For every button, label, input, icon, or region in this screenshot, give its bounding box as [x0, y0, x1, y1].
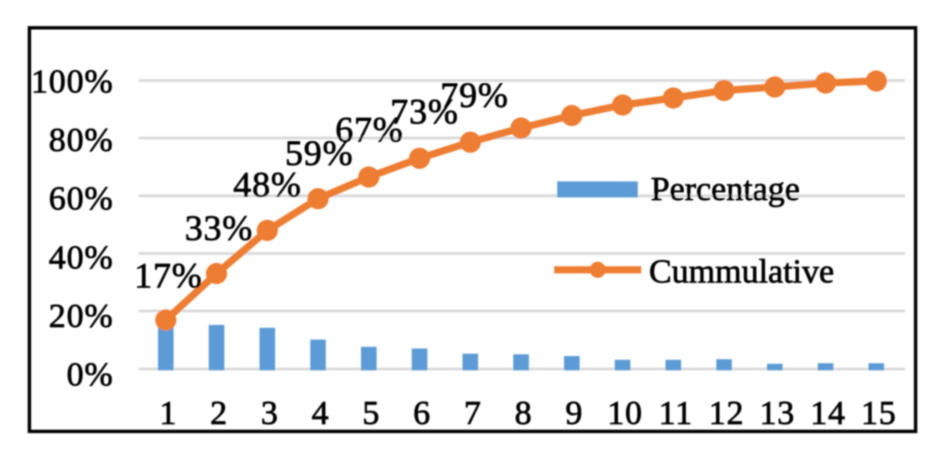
- svg-text:20%: 20%: [49, 298, 114, 335]
- svg-text:80%: 80%: [49, 122, 114, 159]
- svg-text:12: 12: [709, 395, 745, 432]
- svg-text:6: 6: [413, 395, 431, 432]
- svg-text:1: 1: [159, 395, 177, 432]
- svg-text:13: 13: [759, 395, 795, 432]
- svg-text:8: 8: [515, 395, 533, 432]
- svg-text:0%: 0%: [67, 357, 114, 394]
- svg-text:Percentage: Percentage: [651, 171, 800, 208]
- svg-text:15: 15: [861, 395, 897, 432]
- svg-text:11: 11: [659, 395, 693, 432]
- svg-text:4: 4: [312, 395, 330, 432]
- svg-text:79%: 79%: [440, 75, 508, 115]
- svg-text:14: 14: [810, 395, 846, 432]
- svg-text:59%: 59%: [285, 133, 353, 173]
- svg-text:9: 9: [565, 395, 583, 432]
- svg-text:33%: 33%: [185, 208, 253, 248]
- svg-text:48%: 48%: [233, 165, 301, 205]
- svg-text:100%: 100%: [31, 64, 114, 101]
- svg-text:7: 7: [464, 395, 482, 432]
- svg-text:73%: 73%: [390, 91, 458, 131]
- svg-text:10: 10: [607, 395, 643, 432]
- svg-text:67%: 67%: [335, 110, 403, 150]
- svg-text:60%: 60%: [49, 181, 114, 218]
- svg-text:Cummulative: Cummulative: [649, 254, 834, 291]
- svg-text:2: 2: [210, 395, 228, 432]
- svg-text:40%: 40%: [49, 239, 114, 276]
- svg-text:3: 3: [261, 395, 279, 432]
- svg-text:5: 5: [362, 395, 380, 432]
- svg-text:17%: 17%: [134, 255, 202, 295]
